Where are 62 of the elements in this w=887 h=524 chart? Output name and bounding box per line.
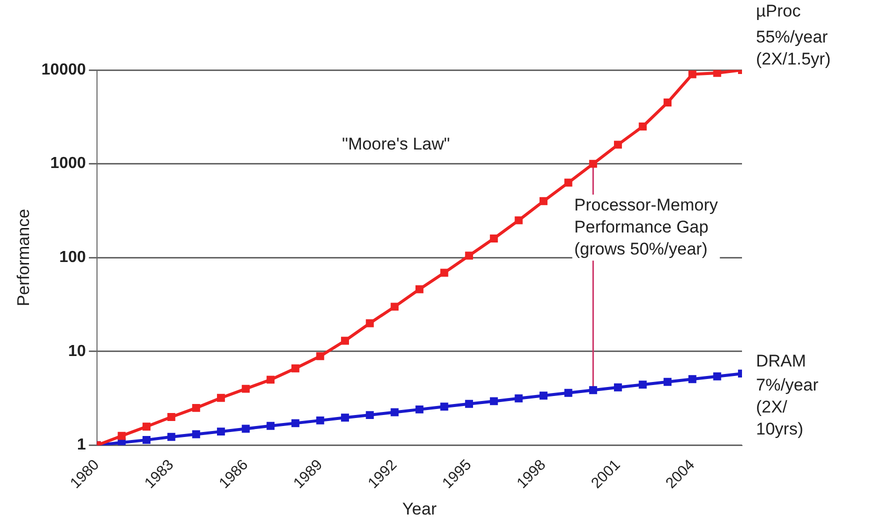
y-axis-title: Performance [14,208,33,306]
point [540,392,548,400]
y-tick-label: 1 [76,436,86,454]
point [490,234,498,242]
point [118,432,126,440]
point [142,422,150,431]
point [366,411,374,420]
series-label: DRAM [756,351,806,370]
annotation: "Moore's Law" [342,134,450,154]
point [664,378,672,386]
point [216,394,225,402]
point [664,98,672,107]
point [192,404,200,412]
point [638,380,647,389]
point [589,160,598,168]
point [142,436,150,444]
y-tick-label: 1000 [50,155,86,172]
point [589,386,598,394]
point [490,397,498,406]
point [564,388,572,397]
point [614,140,622,149]
point [514,216,523,224]
point [440,268,448,277]
x-axis-title: Year [402,499,437,518]
point [316,352,324,360]
point [316,416,324,424]
point [242,384,250,393]
annotation: 55%/year (2X/1.5yr) [756,28,831,69]
point [341,414,349,422]
point [713,372,722,380]
point [638,122,647,130]
point [688,70,696,78]
point [291,364,300,372]
point [688,375,696,384]
point [291,419,300,428]
point [713,70,722,77]
point [390,408,399,416]
point [192,430,200,438]
point [266,422,275,430]
point [415,285,424,294]
point [341,336,349,345]
point [465,252,474,260]
point [514,394,523,402]
point [440,402,448,411]
point [167,432,176,441]
point [266,376,275,384]
point [366,319,374,328]
point [614,383,622,392]
annotation: 7%/year (2X/ 10yrs) [756,375,819,438]
point [540,197,548,206]
point [242,424,250,433]
text: µProc [756,2,802,21]
y-tick-label: 10 [68,342,86,360]
point [390,302,399,311]
point [564,178,572,187]
point [465,400,474,408]
y-tick-label: 100 [59,249,86,266]
point [216,428,225,436]
annotation: Processor-Memory Performance Gap (grows 50%/year) [574,195,718,258]
point [167,413,176,422]
y-tick-label: 10000 [41,61,86,78]
point [415,405,424,414]
